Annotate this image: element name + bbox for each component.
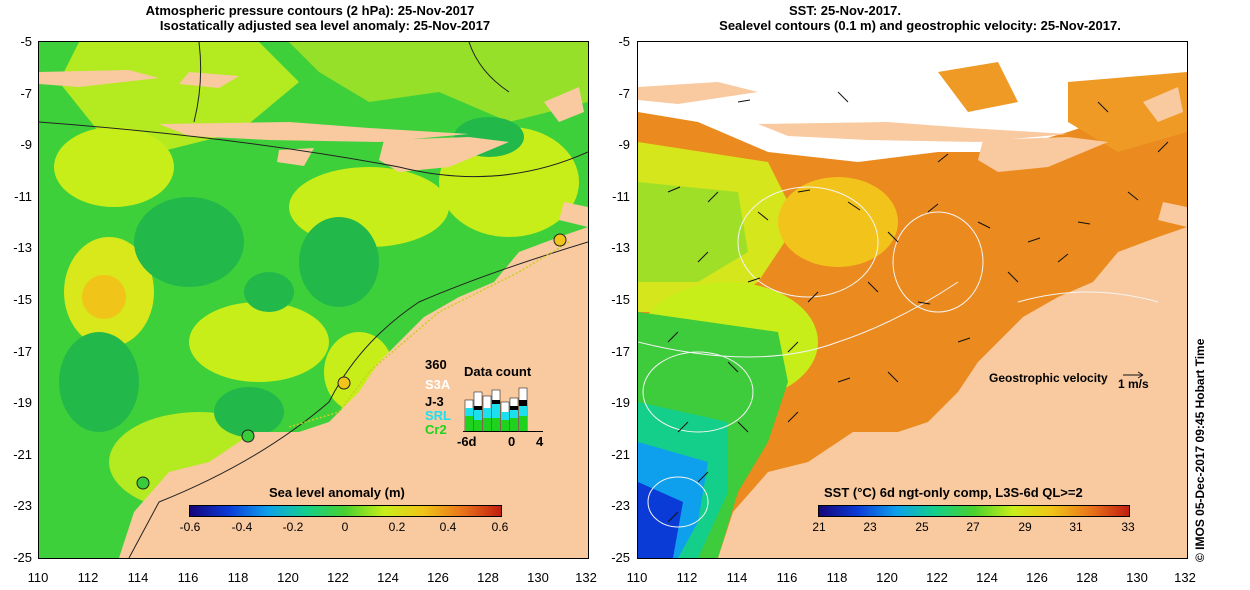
sea-level-anomaly-map: 360 Data count S3A J-3 SRL Cr2 — [38, 41, 589, 559]
left-ytick: -21 — [13, 447, 32, 462]
left-xtick: 124 — [377, 570, 399, 585]
data-count-bars — [464, 387, 528, 432]
right-colorbar-tick: 21 — [812, 520, 826, 534]
left-xtick: 110 — [27, 570, 49, 585]
imos-credit: © IMOS 05-Dec-2017 09:45 Hobart Time — [1193, 338, 1207, 562]
right-colorbar-label: SST (°C) 6d ngt-only comp, L3S-6d QL>=2 — [824, 485, 1083, 500]
right-xtick: 124 — [976, 570, 998, 585]
velocity-legend-unit: 1 m/s — [1118, 377, 1149, 391]
left-xtick: 112 — [77, 570, 99, 585]
right-ytick: -9 — [618, 137, 630, 152]
right-ytick: -25 — [611, 550, 630, 565]
right-xtick: 130 — [1126, 570, 1148, 585]
right-xtick: 118 — [826, 570, 848, 585]
left-colorbar-label: Sea level anomaly (m) — [269, 485, 405, 500]
left-title-line2: Isostatically adjusted sea level anomaly… — [159, 18, 491, 33]
right-ytick: -5 — [618, 34, 630, 49]
left-colorbar-tick: 0.4 — [439, 520, 457, 534]
left-xtick: 132 — [575, 570, 597, 585]
right-ytick: -13 — [611, 240, 630, 255]
left-ytick: -9 — [20, 137, 32, 152]
sea-level-anomaly-field — [39, 42, 588, 558]
left-xtick: 122 — [327, 570, 349, 585]
left-ytick: -13 — [13, 240, 32, 255]
right-colorbar-tick: 27 — [966, 520, 980, 534]
left-colorbar-tick: -0.4 — [231, 520, 253, 534]
right-colorbar-tick: 29 — [1018, 520, 1032, 534]
right-ytick: -21 — [611, 447, 630, 462]
right-ytick: -15 — [611, 292, 630, 307]
right-ytick: -23 — [611, 498, 630, 513]
left-xtick: 128 — [477, 570, 499, 585]
right-title-line1: SST: 25-Nov-2017. — [789, 3, 901, 18]
right-ytick: -11 — [612, 189, 630, 204]
sat-j3-label: J-3 — [425, 394, 444, 409]
sst-field — [638, 42, 1187, 558]
left-xtick: 114 — [127, 570, 149, 585]
right-xtick: 126 — [1026, 570, 1048, 585]
left-ytick: -5 — [20, 34, 32, 49]
right-xtick: 120 — [876, 570, 898, 585]
right-ytick: -7 — [618, 86, 630, 101]
sst-map: Geostrophic velocity 1 m/s SST (°C) 6d n… — [637, 41, 1188, 559]
left-ytick: -15 — [13, 292, 32, 307]
left-colorbar-tick: 0 — [341, 520, 349, 534]
right-colorbar — [818, 505, 1130, 517]
data-count-xtick-end: 4 — [536, 434, 544, 449]
right-colorbar-tick: 33 — [1121, 520, 1135, 534]
velocity-legend-label: Geostrophic velocity — [989, 371, 1108, 385]
right-xtick: 122 — [926, 570, 948, 585]
right-xtick: 110 — [626, 570, 648, 585]
right-xtick: 132 — [1174, 570, 1196, 585]
right-xtick: 116 — [776, 570, 798, 585]
left-ytick: -19 — [13, 395, 32, 410]
left-ytick: -7 — [20, 86, 32, 101]
right-xtick: 112 — [676, 570, 698, 585]
right-xtick: 114 — [726, 570, 748, 585]
right-colorbar-tick: 31 — [1069, 520, 1083, 534]
sat-cr2-label: Cr2 — [425, 422, 447, 437]
data-count-chart — [463, 387, 543, 432]
data-count-xtick-start: -6d — [457, 434, 477, 449]
left-ytick: -11 — [14, 189, 32, 204]
data-count-title: Data count — [464, 364, 532, 379]
left-colorbar — [189, 505, 502, 517]
left-ytick: -23 — [13, 498, 32, 513]
left-colorbar-tick: -0.6 — [179, 520, 201, 534]
right-title-line2: Sealevel contours (0.1 m) and geostrophi… — [719, 18, 1121, 33]
sat-srl-label: SRL — [425, 408, 451, 423]
left-xtick: 116 — [177, 570, 199, 585]
left-ytick: -25 — [13, 550, 32, 565]
right-colorbar-tick: 23 — [863, 520, 877, 534]
left-colorbar-tick: -0.2 — [282, 520, 304, 534]
left-colorbar-tick: 0.6 — [491, 520, 509, 534]
left-title-line1: Atmospheric pressure contours (2 hPa): 2… — [145, 3, 475, 18]
data-count-xtick-zero: 0 — [508, 434, 516, 449]
left-ytick: -17 — [13, 344, 32, 359]
right-xtick: 128 — [1076, 570, 1098, 585]
left-xtick: 118 — [227, 570, 249, 585]
right-ytick: -17 — [611, 344, 630, 359]
right-colorbar-tick: 25 — [915, 520, 929, 534]
left-colorbar-tick: 0.2 — [388, 520, 406, 534]
sat-s3a-label: S3A — [425, 377, 451, 392]
left-xtick: 130 — [527, 570, 549, 585]
left-xtick: 126 — [427, 570, 449, 585]
data-count-max: 360 — [425, 357, 447, 372]
right-ytick: -19 — [611, 395, 630, 410]
left-xtick: 120 — [277, 570, 299, 585]
